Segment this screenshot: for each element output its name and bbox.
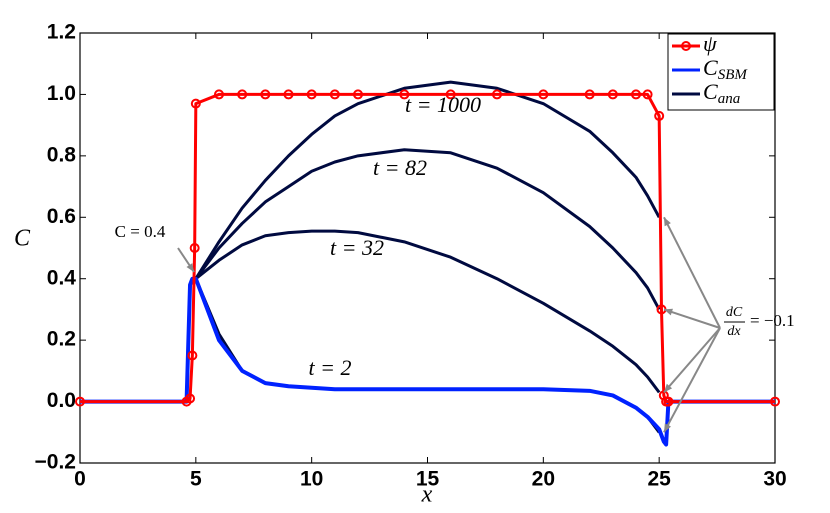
series-marker — [190, 98, 201, 109]
curve-label: t = 1000 — [405, 92, 481, 117]
series-marker — [538, 89, 549, 100]
annotation-arrowhead — [186, 263, 194, 272]
annotation-denominator: dx — [727, 324, 741, 339]
series-marker — [260, 89, 271, 100]
legend-label: Cana — [703, 79, 740, 107]
series-marker — [75, 396, 85, 407]
y-tick-label: 0.8 — [47, 143, 77, 166]
annotation: C = 0.4 — [115, 222, 166, 241]
series-line — [194, 229, 661, 394]
y-tick-label: 0.6 — [47, 205, 76, 228]
legend-label: CSBM — [703, 55, 748, 83]
series-marker — [353, 89, 363, 100]
series-marker — [445, 89, 456, 100]
series-marker — [329, 89, 340, 100]
x-tick-label: 25 — [647, 468, 671, 491]
x-tick-label: 20 — [532, 468, 555, 491]
annotation-arrow — [663, 327, 721, 433]
series-marker — [187, 350, 198, 361]
series-marker — [306, 89, 317, 100]
series-marker — [492, 89, 502, 100]
annotation-arrowhead — [664, 383, 673, 393]
legend-label: ψ — [703, 31, 717, 56]
annotation-arrow — [663, 308, 721, 329]
series-marker — [237, 89, 248, 100]
x-tick-label: 5 — [190, 468, 202, 491]
series-marker — [654, 110, 665, 121]
y-axis-label: C — [14, 226, 31, 252]
y-tick-label: 0.0 — [47, 389, 76, 412]
y-tick-label: 1.0 — [47, 82, 76, 105]
series-marker — [631, 89, 641, 100]
annotation: = −0.1 — [750, 311, 795, 330]
x-tick-label: 10 — [300, 468, 323, 491]
series-marker — [189, 243, 200, 253]
x-tick-label: 15 — [416, 468, 440, 491]
series-marker — [663, 396, 674, 407]
series-marker — [642, 89, 653, 100]
curve-label: t = 32 — [330, 235, 384, 260]
series-marker — [607, 89, 618, 100]
x-tick-label: 30 — [763, 468, 786, 491]
x-tick-label: 0 — [74, 468, 86, 491]
annotation-arrowhead — [664, 423, 672, 433]
annotation-arrow — [663, 216, 721, 329]
annotation-numerator: dC — [726, 305, 743, 320]
y-tick-label: −0.2 — [35, 451, 76, 474]
series-marker — [283, 89, 294, 100]
series-line — [194, 148, 661, 311]
series-line — [80, 92, 775, 404]
series-marker — [214, 89, 224, 100]
annotation-arrowhead — [664, 217, 671, 227]
annotation-arrow — [663, 327, 721, 394]
x-axis-label: x — [421, 482, 433, 508]
series-marker — [399, 89, 410, 100]
series-marker — [185, 393, 196, 404]
legend-marker — [681, 41, 691, 51]
annotation-arrowhead — [664, 308, 673, 316]
series-marker — [584, 89, 595, 100]
y-tick-label: 1.2 — [47, 21, 76, 44]
y-tick-label: 0.2 — [47, 328, 76, 351]
series-line — [194, 80, 661, 280]
curve-label: t = 2 — [309, 355, 352, 380]
curve-label: t = 82 — [373, 155, 427, 180]
series-marker — [770, 396, 780, 407]
y-tick-label: 0.4 — [47, 266, 77, 289]
